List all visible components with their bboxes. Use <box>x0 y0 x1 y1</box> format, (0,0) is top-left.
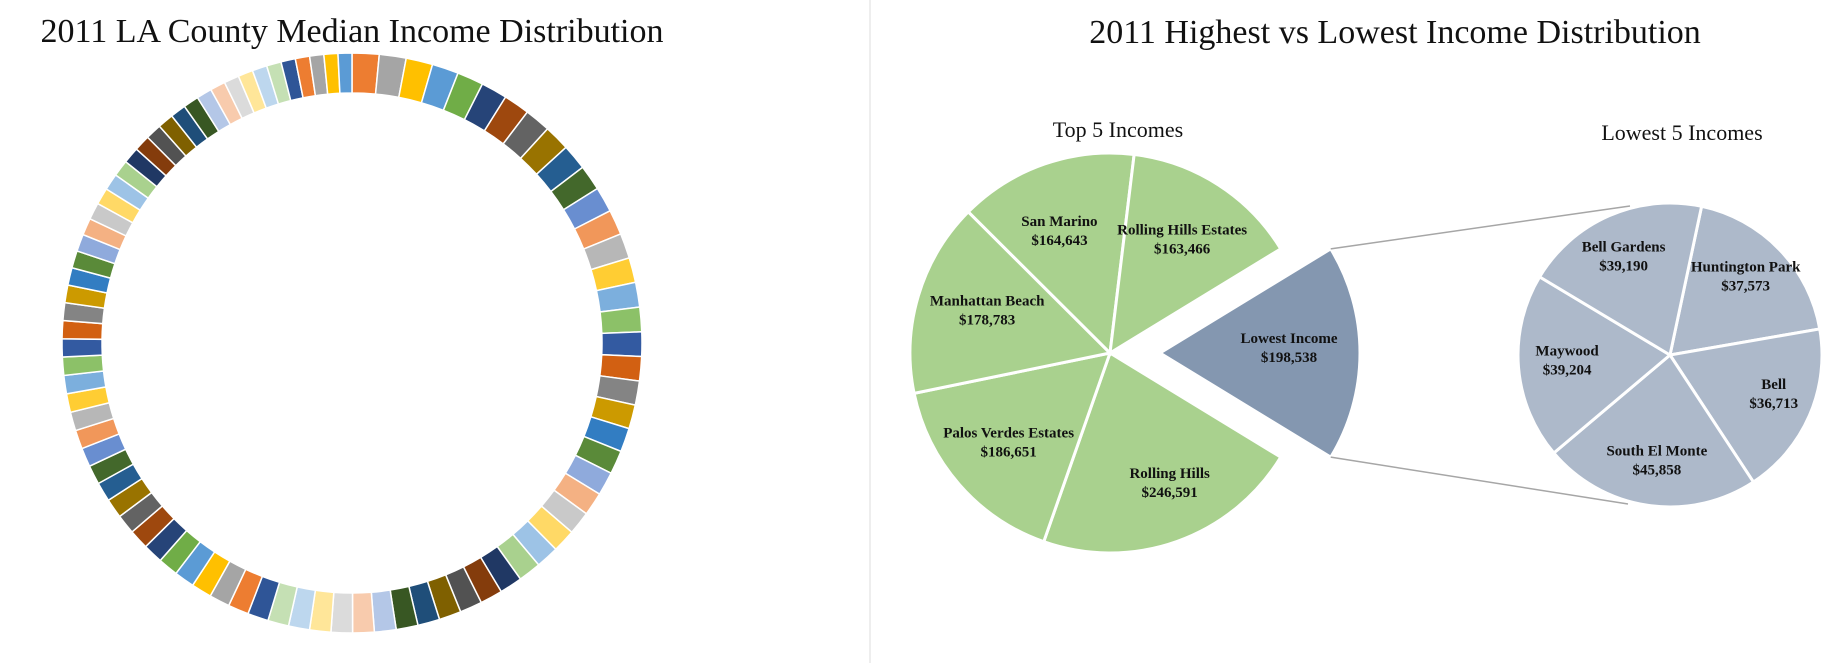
pie-of-pie-chart: Rolling Hills $246,591 Palos Verdes Estate… <box>908 151 1824 555</box>
data-label-name: Rolling Hills Estates <box>1117 223 1247 239</box>
data-label-lowest-income: Lowest Income $198,538 <box>1240 331 1337 366</box>
pie-slice-manhattan-beach <box>908 209 1114 396</box>
data-label-name: Maywood <box>1535 343 1599 359</box>
donut-slice <box>330 591 354 634</box>
donut-chart-title: 2011 LA County Median Income Distributio… <box>41 13 664 50</box>
pie-slice-rolling-hills-estates <box>1108 152 1283 356</box>
data-label-bell-gardens: Bell Gardens $39,190 <box>1582 239 1666 274</box>
data-label-value: $36,713 <box>1749 396 1798 412</box>
data-label-maywood: Maywood $39,204 <box>1535 343 1599 378</box>
pie-slice-bell <box>1667 327 1824 485</box>
data-label-value: $163,466 <box>1154 242 1211 258</box>
donut-slice <box>599 306 643 335</box>
top-incomes-subtitle: Top 5 Incomes <box>1053 117 1183 142</box>
data-label-name: Lowest Income <box>1240 331 1337 347</box>
donut-slice <box>600 331 643 358</box>
data-label-name: Rolling Hills <box>1129 466 1210 482</box>
data-label-name: Bell <box>1761 377 1786 393</box>
donut-slice <box>61 337 104 358</box>
data-label-manhattan-beach: Manhattan Beach $178,783 <box>930 294 1045 329</box>
pie-slice-lowest-income <box>1157 246 1362 460</box>
pie-slice-san-marino <box>966 151 1136 357</box>
data-label-name: Manhattan Beach <box>930 294 1045 310</box>
data-label-huntington-park: Huntington Park $37,573 <box>1691 260 1801 295</box>
pie-slice-huntington-park <box>1668 204 1822 357</box>
data-label-rolling-hills-estates: Rolling Hills Estates $163,466 <box>1117 223 1247 258</box>
pie-slice-maywood <box>1516 274 1673 456</box>
data-label-value: $164,643 <box>1031 233 1087 249</box>
pie-slice-palos-verdes-estates <box>912 350 1113 544</box>
data-label-palos-verdes-estates: Palos Verdes Estates $186,651 <box>943 426 1074 461</box>
donut-slice <box>351 591 376 634</box>
data-label-value: $37,573 <box>1721 279 1770 295</box>
data-label-value: $246,591 <box>1142 485 1198 501</box>
data-label-value: $39,204 <box>1543 362 1592 378</box>
connector-line-top <box>1330 205 1631 250</box>
data-label-value: $39,190 <box>1599 258 1648 274</box>
pie-slice-rolling-hills <box>1041 350 1283 555</box>
connector-line-bottom <box>1330 456 1629 505</box>
data-label-name: Huntington Park <box>1691 260 1801 276</box>
donut-slice <box>337 52 353 95</box>
lowest-incomes-subtitle: Lowest 5 Incomes <box>1601 120 1762 145</box>
data-label-name: South El Monte <box>1606 443 1707 459</box>
pie-slice-south-el-monte <box>1551 352 1756 509</box>
donut-slice <box>351 52 381 95</box>
data-label-value: $186,651 <box>981 445 1037 461</box>
donut-chart <box>61 52 643 634</box>
data-label-name: Palos Verdes Estates <box>943 426 1074 442</box>
data-label-south-el-monte: South El Monte $45,858 <box>1606 443 1707 478</box>
donut-slice <box>61 354 105 377</box>
pie-slice-bell-gardens <box>1537 201 1704 358</box>
data-label-san-marino: San Marino $164,643 <box>1021 214 1097 249</box>
data-label-value: $198,538 <box>1261 350 1317 366</box>
data-label-value: $45,858 <box>1632 462 1681 478</box>
data-label-bell: Bell $36,713 <box>1749 377 1798 412</box>
data-label-value: $178,783 <box>959 313 1015 329</box>
data-label-name: San Marino <box>1021 214 1097 230</box>
pie-of-pie-title: 2011 Highest vs Lowest Income Distributi… <box>1089 14 1701 51</box>
data-label-rolling-hills: Rolling Hills $246,591 <box>1129 466 1210 501</box>
data-label-name: Bell Gardens <box>1582 239 1666 255</box>
